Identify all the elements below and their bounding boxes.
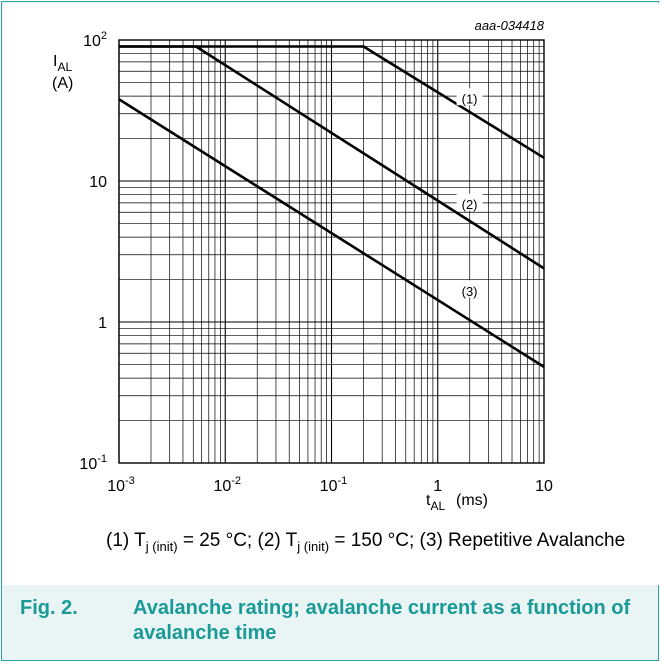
- plot-frame: [118, 39, 545, 464]
- y-axis-unit: (A): [52, 75, 73, 92]
- figure-title: Avalanche rating; avalanche current as a…: [133, 597, 631, 644]
- chart-grid: [118, 39, 545, 464]
- series-line-1: [119, 45, 545, 159]
- chart-series: [118, 45, 545, 369]
- x-tick-label-3: 10-1: [320, 475, 348, 495]
- x-tick-label-2: 10-2: [213, 475, 241, 495]
- caption-part-2: = 25 °C; (2) T: [177, 530, 298, 551]
- x-axis-title: tAL: [426, 492, 445, 513]
- series-label-1: (1): [462, 92, 478, 107]
- chart-labels: (1) (2) (3) 10-3 10-2 10-1 1 10 10-1 1 10 102 IAL(A)…: [52, 18, 553, 513]
- y-axis-title: IAL: [53, 53, 72, 74]
- series-label-3: (3): [462, 284, 478, 299]
- series-label-bg-1: [456, 88, 483, 106]
- series-line-2: [119, 45, 545, 270]
- y-tick-label-3: 10: [89, 174, 107, 191]
- caption-part-1: (1) T: [106, 530, 146, 551]
- x-tick-label-4: 1: [433, 478, 442, 495]
- caption-sub-2: j (init): [297, 538, 330, 554]
- avalanche-chart: (1) (2) (3) 10-3 10-2 10-1 1 10 10-1 1 10 102 IAL(A)…: [52, 18, 553, 513]
- chart-panel: (1) (2) (3) 10-3 10-2 10-1 1 10 10-1 1 10 102 IAL (A)…: [3, 3, 659, 585]
- caption-part-3: = 150 °C; (3) Repetitive Avalanche: [329, 530, 626, 551]
- x-axis-unit: (ms): [456, 492, 488, 509]
- y-tick-label-4: 102: [83, 30, 107, 50]
- caption-sub-1: j (init): [145, 538, 178, 554]
- chart-id-label: aaa-034418: [475, 18, 545, 33]
- chart-caption: (1) Tj (init) = 25 °C; (2) Tj (init) = 1…: [106, 530, 651, 557]
- series-label-bg-2: [456, 193, 483, 211]
- x-tick-label-1: 10-3: [107, 475, 135, 495]
- series-label-bg-3: [456, 280, 483, 298]
- series-line-3: [118, 98, 545, 369]
- series-label-2: (2): [462, 197, 478, 212]
- y-tick-label-1: 10-1: [79, 453, 107, 473]
- figure-number: Fig. 2.: [20, 597, 78, 619]
- x-tick-label-5: 10: [535, 478, 553, 495]
- y-tick-label-2: 1: [98, 315, 107, 332]
